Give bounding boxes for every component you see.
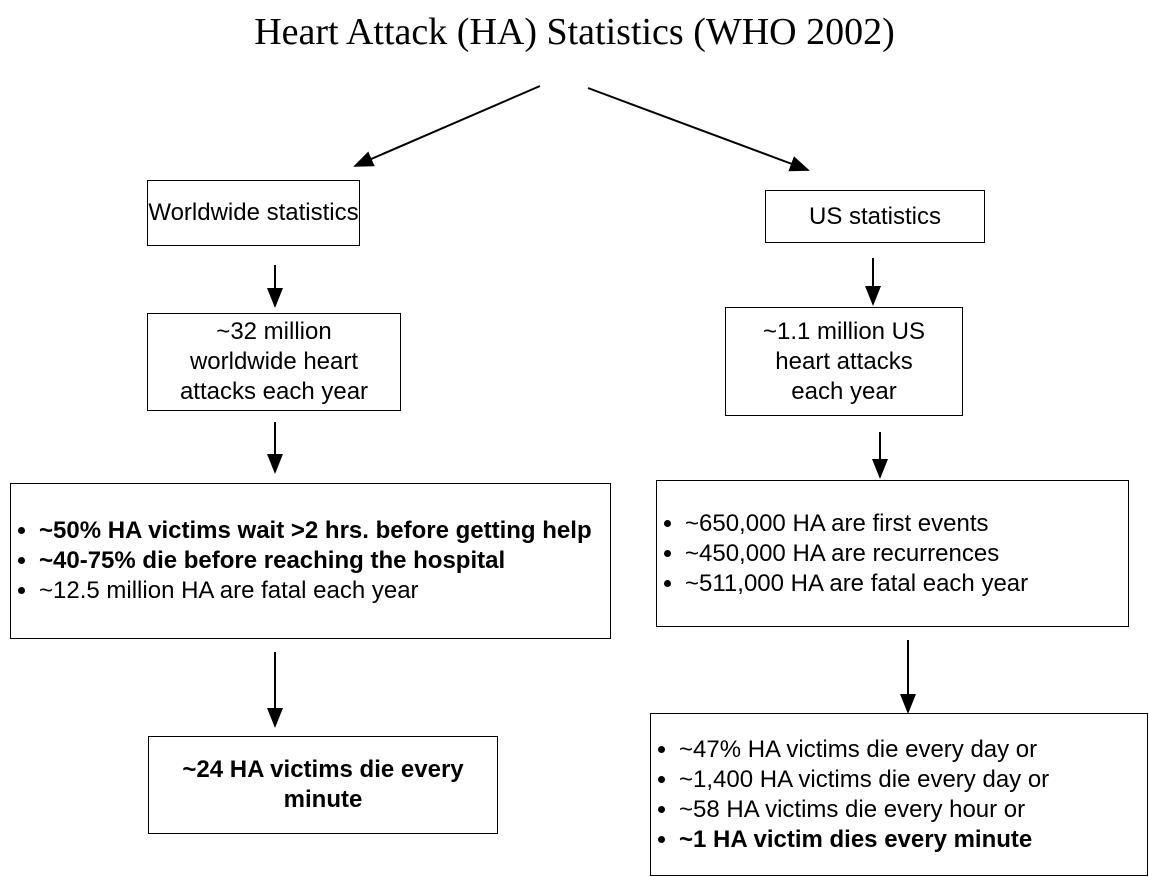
bullet-list: ~650,000 HA are first events ~450,000 HA… <box>659 509 1028 599</box>
title: Heart Attack (HA) Statistics (WHO 2002) <box>254 11 895 53</box>
node: ~32 million worldwide heart attacks each… <box>147 313 401 411</box>
node-label: ~1.1 million US heart attacks each year <box>762 317 926 405</box>
node: ~47% HA victims die every day or ~1,400 … <box>650 713 1148 876</box>
node: ~1.1 million US heart attacks each year <box>725 307 963 416</box>
node: Worldwide statistics <box>147 180 360 246</box>
node-label: Worldwide statistics <box>148 199 359 226</box>
bullet: ~50% HA victims wait >2 hrs. before gett… <box>39 516 592 546</box>
node: US statistics <box>765 190 985 243</box>
bullet: ~40-75% die before reaching the hospital <box>39 546 592 576</box>
bullet: ~58 HA victims die every hour or <box>679 795 1049 825</box>
bullet: ~1 HA victim dies every minute <box>679 825 1049 855</box>
node-label: US statistics <box>808 202 942 230</box>
bullet-list: ~50% HA victims wait >2 hrs. before gett… <box>13 516 592 606</box>
bullet-list: ~47% HA victims die every day or ~1,400 … <box>653 735 1049 855</box>
node-label: ~32 million worldwide heart attacks each… <box>179 318 369 405</box>
node: ~650,000 HA are first events ~450,000 HA… <box>656 480 1129 627</box>
bullet: ~1,400 HA victims die every day or <box>679 765 1049 795</box>
arrow <box>353 85 541 167</box>
node: ~24 HA victims die every minute <box>148 736 498 834</box>
node: ~50% HA victims wait >2 hrs. before gett… <box>10 483 611 639</box>
arrow-group <box>267 85 916 728</box>
bullet: ~650,000 HA are first events <box>685 509 1028 539</box>
bullet: ~450,000 HA are recurrences <box>685 539 1028 569</box>
arrow <box>587 87 810 172</box>
node-label: ~24 HA victims die every minute <box>182 756 464 813</box>
bullet: ~511,000 HA are fatal each year <box>685 569 1028 599</box>
bullet: ~12.5 million HA are fatal each year <box>39 576 592 606</box>
bullet: ~47% HA victims die every day or <box>679 735 1049 765</box>
